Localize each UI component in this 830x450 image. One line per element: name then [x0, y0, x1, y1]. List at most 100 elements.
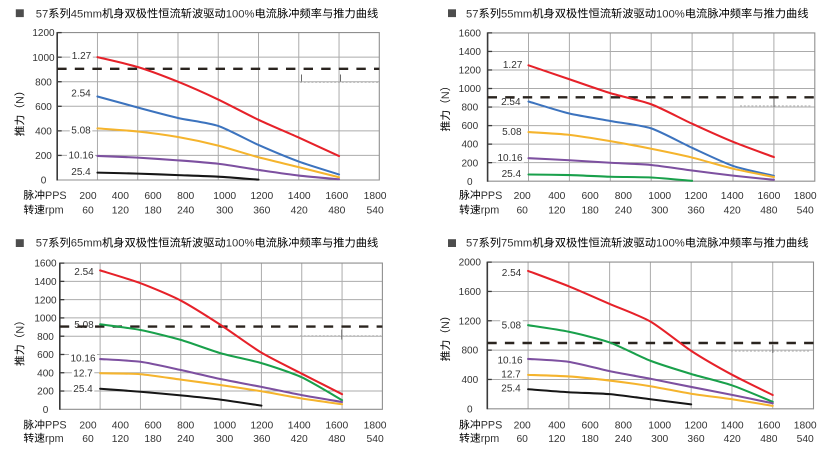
svg-text:300: 300: [216, 434, 233, 445]
svg-text:57: 57: [36, 8, 49, 20]
svg-text:65mm: 65mm: [71, 238, 102, 250]
svg-text:5.08: 5.08: [502, 321, 522, 332]
svg-text:800: 800: [177, 191, 194, 202]
svg-text:25.4: 25.4: [71, 167, 91, 178]
svg-text:60: 60: [82, 434, 94, 445]
svg-text:N: N: [15, 326, 27, 334]
svg-text:1800: 1800: [794, 421, 817, 432]
svg-text:2.54: 2.54: [71, 89, 91, 100]
svg-text:400: 400: [461, 140, 478, 151]
svg-text:60: 60: [82, 206, 94, 217]
svg-text:1200: 1200: [685, 421, 708, 432]
svg-text:25.4: 25.4: [73, 384, 93, 395]
svg-text:1.27: 1.27: [72, 51, 92, 62]
svg-text:2.54: 2.54: [502, 268, 522, 279]
svg-text:200: 200: [37, 387, 54, 398]
svg-text:10.16: 10.16: [497, 153, 522, 164]
svg-text:rpm: rpm: [481, 205, 500, 217]
svg-text:1000: 1000: [648, 191, 671, 202]
svg-text:1000: 1000: [213, 191, 236, 202]
svg-text:1000: 1000: [213, 421, 236, 432]
svg-text:60: 60: [516, 206, 528, 217]
svg-text:480: 480: [328, 434, 345, 445]
svg-text:1800: 1800: [364, 421, 387, 432]
svg-text:400: 400: [35, 126, 52, 137]
svg-text:rpm: rpm: [481, 433, 500, 445]
svg-text:540: 540: [797, 206, 814, 217]
svg-text:800: 800: [615, 421, 632, 432]
svg-text:1400: 1400: [721, 421, 744, 432]
svg-text:400: 400: [461, 375, 478, 386]
svg-text:N: N: [15, 96, 27, 104]
svg-text:480: 480: [760, 434, 777, 445]
svg-text:57: 57: [36, 238, 49, 250]
svg-text:0: 0: [467, 177, 473, 188]
svg-text:75mm: 75mm: [501, 238, 532, 250]
svg-text:540: 540: [367, 434, 384, 445]
svg-text:1200: 1200: [250, 421, 273, 432]
svg-text:1600: 1600: [34, 259, 57, 270]
svg-text:PPS: PPS: [45, 190, 67, 202]
svg-text:10.16: 10.16: [497, 355, 522, 366]
svg-text:57: 57: [466, 8, 479, 20]
svg-text:800: 800: [177, 421, 194, 432]
svg-text:25.4: 25.4: [501, 384, 521, 395]
svg-text:1.27: 1.27: [503, 60, 523, 71]
svg-text:300: 300: [651, 206, 668, 217]
svg-text:1600: 1600: [459, 29, 482, 40]
svg-text:600: 600: [37, 350, 54, 361]
svg-text:PPS: PPS: [481, 420, 503, 432]
svg-text:1000: 1000: [32, 53, 55, 64]
svg-text:600: 600: [144, 421, 161, 432]
svg-text:800: 800: [37, 332, 54, 343]
svg-text:240: 240: [615, 206, 632, 217]
svg-text:300: 300: [216, 206, 233, 217]
svg-text:100%: 100%: [656, 8, 685, 20]
svg-text:0: 0: [43, 405, 49, 416]
svg-text:800: 800: [461, 346, 478, 357]
svg-text:60: 60: [516, 434, 528, 445]
svg-text:100%: 100%: [226, 8, 255, 20]
svg-text:400: 400: [548, 421, 565, 432]
svg-text:N: N: [440, 321, 452, 329]
svg-text:1400: 1400: [721, 191, 744, 202]
svg-text:800: 800: [461, 103, 478, 114]
svg-text:12.7: 12.7: [73, 369, 93, 380]
svg-text:200: 200: [514, 191, 531, 202]
svg-text:480: 480: [328, 206, 345, 217]
svg-text:2.54: 2.54: [501, 97, 521, 108]
svg-text:25.4: 25.4: [502, 169, 522, 180]
svg-text:360: 360: [687, 206, 704, 217]
svg-text:1400: 1400: [34, 277, 57, 288]
svg-text:1600: 1600: [757, 191, 780, 202]
svg-text:1000: 1000: [648, 421, 671, 432]
svg-text:360: 360: [253, 434, 270, 445]
svg-text:1600: 1600: [325, 191, 348, 202]
svg-text:200: 200: [514, 421, 531, 432]
svg-text:45mm: 45mm: [71, 8, 102, 20]
svg-text:120: 120: [548, 206, 565, 217]
svg-text:600: 600: [582, 421, 599, 432]
svg-text:1400: 1400: [288, 421, 311, 432]
svg-text:1200: 1200: [34, 295, 57, 306]
svg-text:1200: 1200: [250, 191, 273, 202]
svg-text:120: 120: [112, 434, 129, 445]
svg-text:1000: 1000: [34, 314, 57, 325]
svg-text:240: 240: [615, 434, 632, 445]
svg-text:200: 200: [79, 421, 96, 432]
svg-text:N: N: [440, 91, 452, 99]
svg-text:57: 57: [466, 238, 479, 250]
svg-text:420: 420: [291, 434, 308, 445]
svg-text:rpm: rpm: [45, 433, 64, 445]
svg-text:400: 400: [37, 368, 54, 379]
svg-text:rpm: rpm: [45, 205, 64, 217]
svg-text:10.16: 10.16: [68, 151, 93, 162]
svg-text:1600: 1600: [757, 421, 780, 432]
svg-text:400: 400: [112, 421, 129, 432]
svg-text:600: 600: [582, 191, 599, 202]
svg-text:600: 600: [35, 102, 52, 113]
svg-text:2.54: 2.54: [74, 267, 94, 278]
svg-text:5.08: 5.08: [502, 127, 522, 138]
svg-text:1600: 1600: [459, 287, 482, 298]
svg-text:180: 180: [582, 434, 599, 445]
